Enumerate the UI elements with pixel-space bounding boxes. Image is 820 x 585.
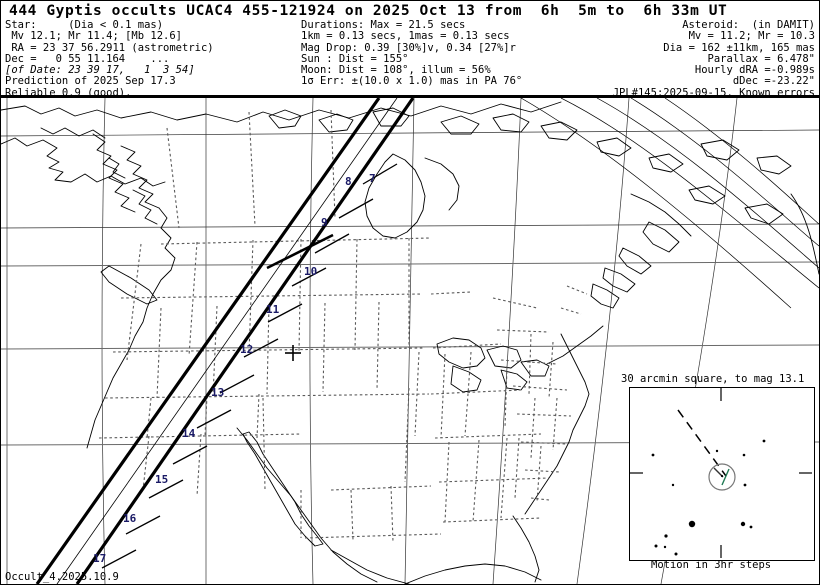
- event-info-column: Durations: Max = 21.5 secs 1km = 0.13 se…: [301, 19, 523, 88]
- asteroid-info-column: Asteroid: (in DAMIT) Mv = 11.2; Mr = 10.…: [612, 19, 815, 99]
- star-info-column: Star: (Dia < 0.1 mas) Mv 12.1; Mr 11.4; …: [5, 19, 214, 99]
- finder-chart-inset[interactable]: [629, 387, 815, 561]
- page-title: 444 Gyptis occults UCAC4 455-121924 on 2…: [9, 3, 728, 19]
- inset-footer: Motion in 3hr steps: [651, 559, 772, 571]
- inset-edge-ticks: [630, 388, 812, 558]
- inset-title: 30 arcmin square, to mag 13.1: [621, 373, 805, 385]
- software-credit: Occult_4.2025.10.9: [5, 571, 119, 583]
- svg-text:10: 10: [304, 265, 317, 278]
- svg-text:17: 17: [93, 552, 106, 565]
- svg-text:7: 7: [369, 172, 376, 185]
- path-south-limit: [75, 98, 415, 584]
- svg-text:16: 16: [123, 512, 137, 525]
- path-north-limit: [35, 98, 381, 584]
- coastlines: [1, 101, 819, 584]
- sub-asteroid-marker: [285, 345, 301, 361]
- terminator-curves: [520, 98, 819, 309]
- asteroid-motion-track: [677, 409, 727, 477]
- occultation-path: [35, 98, 415, 584]
- svg-text:12: 12: [240, 343, 253, 356]
- header-divider: [1, 95, 819, 98]
- svg-text:13: 13: [211, 386, 224, 399]
- target-star-circle: [708, 463, 736, 491]
- path-time-ticks: [101, 163, 398, 569]
- svg-text:9: 9: [321, 216, 328, 229]
- star-of-date-text: [of Date: 23 39 17, 1 3 54]: [5, 64, 195, 77]
- svg-text:14: 14: [182, 427, 196, 440]
- star-prediction-text: Prediction of 2025 Sep 17.3 Reliable 0.9…: [5, 75, 176, 99]
- header-panel: 444 Gyptis occults UCAC4 455-121924 on 2…: [1, 1, 819, 99]
- svg-text:8: 8: [345, 175, 352, 188]
- path-centre-line: [56, 98, 398, 584]
- field-stars: [651, 439, 766, 556]
- graticule-parallels: [1, 129, 819, 229]
- star-info-text: Star: (Dia < 0.1 mas) Mv 12.1; Mr 11.4; …: [5, 19, 214, 65]
- svg-text:11: 11: [266, 303, 280, 316]
- time-labels: 7 8 9 10 11 12 13 14 15 16 17: [93, 172, 376, 565]
- svg-text:15: 15: [155, 473, 168, 486]
